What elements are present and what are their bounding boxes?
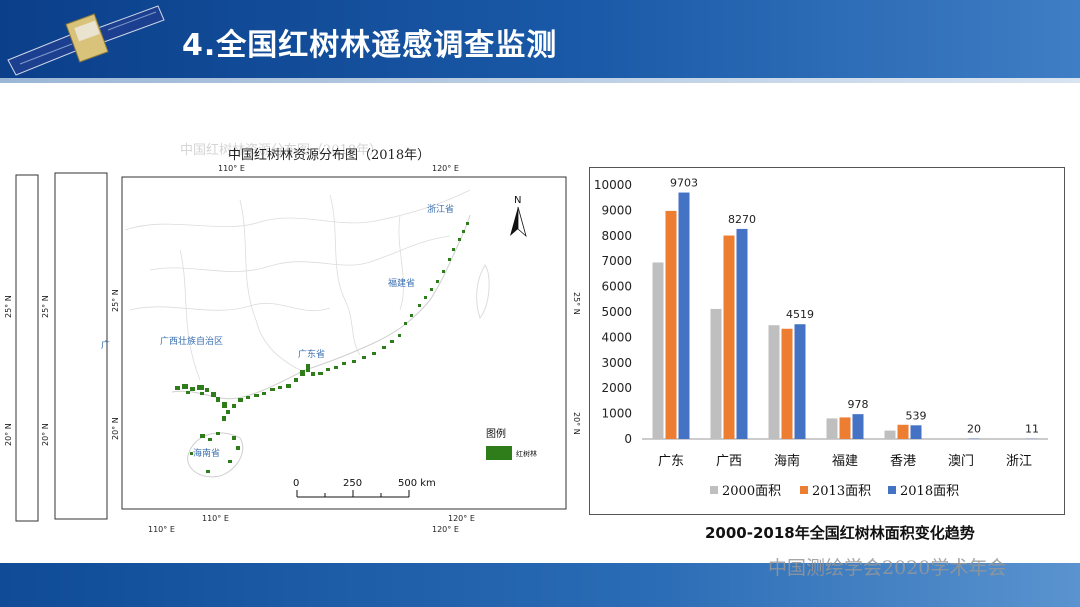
coastline <box>171 214 471 400</box>
x-category-label: 浙江 <box>1006 454 1032 469</box>
bar-2000面积-海南 <box>768 325 780 439</box>
bar-2018面积-香港 <box>910 425 922 439</box>
bar-2018面积-广东 <box>678 192 690 439</box>
lat-label-25-outer: 25° N <box>4 295 13 318</box>
lon-label-outer-110: 110° E <box>148 525 175 534</box>
lat-label-25-inner: 25° N <box>111 289 120 312</box>
lon-label-top-120: 120° E <box>432 164 459 173</box>
bar-2000面积-广西 <box>710 308 722 439</box>
y-tick-label: 8000 <box>601 229 632 243</box>
mangrove-patches <box>175 222 469 473</box>
legend-swatch-2013面积 <box>800 486 808 494</box>
province-label-guangdong: 广东省 <box>298 348 325 360</box>
data-label: 11 <box>1025 423 1039 436</box>
mangrove-area-bar-chart: 1000090008000700060005000400030002000100… <box>594 177 1048 499</box>
lat-label-25-mid: 25° N <box>41 295 50 318</box>
chart-container: 10000 9000 8000 7000 6000 5000 4000 3000 2000 100… <box>589 167 1065 515</box>
y-tick-label: 1000 <box>601 407 632 421</box>
legend-label: 2013面积 <box>812 484 871 499</box>
bar-2018面积-福建 <box>852 414 864 439</box>
lon-label-bottom-110: 110° E <box>202 514 229 523</box>
y-tick-label: 6000 <box>601 280 632 294</box>
y-tick-label: 0 <box>624 432 632 446</box>
bar-2000面积-广东 <box>652 262 664 439</box>
lon-label-top-110: 110° E <box>218 164 245 173</box>
x-category-label: 广东 <box>658 454 684 469</box>
legend-swatch-2018面积 <box>888 486 896 494</box>
bar-2000面积-福建 <box>826 418 838 439</box>
map-frame-outer <box>15 174 39 522</box>
scale-bar: 0 250 500 km <box>293 478 436 498</box>
legend-swatch <box>486 446 512 460</box>
province-label-fujian: 福建省 <box>388 277 415 289</box>
lat-label-20-right: 20° N <box>572 412 580 435</box>
bar-2018面积-广西 <box>736 228 748 439</box>
province-label-partial: 广 <box>101 339 110 351</box>
data-label: 20 <box>967 422 981 435</box>
province-boundaries <box>124 189 471 381</box>
bar-2000面积-香港 <box>884 430 896 439</box>
slide-header <box>0 0 1080 78</box>
lat-label-25-right: 25° N <box>572 292 580 315</box>
data-label: 9703 <box>670 177 698 190</box>
map-title-ghost: 中国红树林资源分布图（2018年） <box>180 143 383 158</box>
map-frame-middle <box>54 172 108 520</box>
legend-item-label: 红树林 <box>516 449 537 458</box>
hainan-outline <box>187 432 244 478</box>
data-label: 978 <box>848 398 869 411</box>
lon-label-outer-120: 120° E <box>432 525 459 534</box>
y-tick-label: 9000 <box>601 203 632 217</box>
province-label-zhejiang: 浙江省 <box>427 203 454 215</box>
x-category-label: 海南 <box>774 453 800 469</box>
lat-label-20-inner: 20° N <box>111 417 120 440</box>
taiwan-outline <box>476 264 490 320</box>
lat-label-20-outer: 20° N <box>4 423 13 446</box>
bar-2018面积-澳门 <box>968 438 980 439</box>
slide-footer <box>0 563 1080 607</box>
header-divider <box>0 78 1080 83</box>
province-label-guangxi: 广西壮族自治区 <box>160 335 223 347</box>
y-tick-label: 10000 <box>594 178 632 192</box>
y-tick-label: 5000 <box>601 305 632 319</box>
legend-label: 2018面积 <box>900 484 959 499</box>
data-label: 539 <box>906 409 927 422</box>
y-tick-label: 7000 <box>601 254 632 268</box>
legend-title: 图例 <box>486 427 506 440</box>
map-title: 中国红树林资源分布图（2018年） <box>228 148 431 163</box>
province-label-hainan: 海南省 <box>193 447 220 459</box>
x-category-label: 澳门 <box>948 453 974 469</box>
bar-2013面积-香港 <box>897 424 909 439</box>
y-tick-label: 4000 <box>601 330 632 344</box>
scale-label-500: 500 km <box>398 478 436 489</box>
bar-2013面积-海南 <box>781 328 793 439</box>
bar-2013面积-广西 <box>723 235 735 439</box>
y-tick-label: 3000 <box>601 356 632 370</box>
data-label: 4519 <box>786 308 814 321</box>
slide-title: 4.全国红树林遥感调查监测 <box>182 28 558 63</box>
y-tick-label: 2000 <box>601 381 632 395</box>
x-category-label: 香港 <box>890 454 916 469</box>
lon-label-bottom-120: 120° E <box>448 514 475 523</box>
scale-label-250: 250 <box>343 478 362 489</box>
x-category-label: 广西 <box>716 454 742 469</box>
mangrove-distribution-map: 浙江省 福建省 广东省 广西壮族自治区 海南省 广 110° E 120° E … <box>4 164 580 534</box>
data-label: 8270 <box>728 213 756 226</box>
north-label: N <box>514 195 521 206</box>
satellite-icon <box>7 5 165 76</box>
north-arrow-icon: N <box>510 195 527 238</box>
lat-label-20-mid: 20° N <box>41 423 50 446</box>
bar-2013面积-福建 <box>839 417 851 439</box>
legend-swatch-2000面积 <box>710 486 718 494</box>
bar-2013面积-广东 <box>665 210 677 439</box>
legend-label: 2000面积 <box>722 484 781 499</box>
x-category-label: 福建 <box>832 454 858 469</box>
conference-watermark: 中国测绘学会2020学术年会 <box>768 557 1007 579</box>
scale-label-0: 0 <box>293 478 299 489</box>
chart-caption: 2000-2018年全国红树林面积变化趋势 <box>705 524 975 542</box>
bar-2018面积-海南 <box>794 324 806 439</box>
